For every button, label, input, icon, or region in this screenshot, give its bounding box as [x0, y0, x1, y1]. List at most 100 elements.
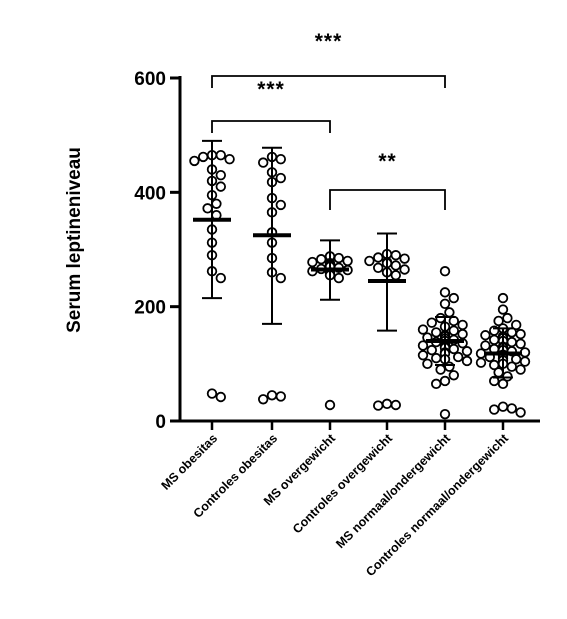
- data-point: [266, 390, 278, 401]
- data-point: [215, 149, 227, 161]
- data-point: [497, 292, 509, 304]
- data-point: [511, 319, 522, 331]
- data-point: [211, 198, 222, 209]
- significance-label: ***: [315, 30, 343, 53]
- data-point: [461, 355, 473, 367]
- data-point: [439, 287, 451, 298]
- data-point: [457, 328, 468, 340]
- data-point: [431, 378, 442, 390]
- data-point: [497, 401, 509, 412]
- data-point: [426, 317, 438, 328]
- data-point: [493, 315, 504, 327]
- group-5: [475, 292, 531, 418]
- data-point: [215, 391, 227, 403]
- data-point: [480, 340, 491, 351]
- significance-bracket: **: [329, 150, 446, 210]
- data-point: [439, 408, 451, 420]
- data-point: [373, 400, 384, 411]
- data-point: [342, 255, 353, 267]
- data-point: [489, 404, 500, 415]
- data-point: [390, 250, 402, 261]
- data-point: [324, 399, 336, 411]
- x-tick-label: Controles overgewicht: [290, 431, 396, 537]
- data-point: [444, 307, 455, 318]
- bracket-line: [329, 189, 446, 210]
- group-0: [189, 139, 235, 403]
- x-tick-label: MS obesitas: [159, 431, 221, 493]
- data-point: [422, 358, 433, 370]
- data-point: [390, 260, 402, 271]
- data-point: [493, 367, 504, 378]
- data-point: [258, 157, 269, 168]
- data-point: [275, 272, 287, 284]
- data-point: [435, 364, 446, 375]
- data-point: [333, 252, 345, 264]
- data-point: [448, 370, 460, 381]
- data-point: [373, 262, 384, 273]
- data-point: [333, 272, 345, 284]
- bracket-line: [211, 120, 331, 133]
- data-point: [364, 255, 375, 267]
- significance-label: ***: [257, 78, 285, 101]
- data-point: [480, 330, 491, 341]
- y-tick-label: 600: [134, 69, 166, 90]
- significance-bracket: ***: [211, 30, 446, 88]
- data-point: [439, 266, 451, 277]
- data-point: [206, 388, 218, 399]
- data-point: [502, 312, 513, 324]
- data-point: [390, 270, 402, 281]
- data-point: [453, 351, 464, 363]
- data-point: [426, 344, 438, 356]
- data-point: [506, 403, 518, 414]
- data-point: [373, 252, 384, 263]
- data-point: [519, 356, 531, 367]
- data-point: [215, 272, 227, 284]
- y-tick-label: 400: [134, 183, 166, 204]
- group-4: [417, 266, 473, 420]
- data-point: [275, 199, 287, 211]
- group-1: [253, 146, 291, 405]
- y-tick-label: 200: [134, 298, 166, 319]
- group-3: [364, 232, 410, 411]
- data-point: [258, 394, 269, 405]
- data-point: [316, 254, 327, 265]
- data-point: [197, 151, 209, 163]
- data-point: [448, 325, 460, 336]
- data-point: [275, 391, 287, 402]
- data-point: [448, 343, 460, 355]
- data-point: [506, 336, 518, 348]
- data-point: [444, 361, 455, 372]
- data-point: [497, 304, 509, 315]
- data-point: [489, 359, 500, 371]
- data-point: [497, 378, 509, 390]
- data-point: [448, 292, 460, 304]
- data-point: [399, 264, 410, 275]
- data-point: [506, 361, 518, 372]
- bracket-line: [211, 75, 446, 88]
- data-point: [457, 319, 468, 331]
- data-point: [390, 399, 402, 411]
- significance-bracket: ***: [211, 78, 331, 133]
- data-point: [307, 256, 318, 268]
- data-point: [431, 352, 442, 364]
- data-point: [515, 328, 526, 340]
- x-tick-label: MS normaal/ondergewicht: [333, 431, 454, 552]
- group-2: [307, 239, 353, 411]
- data-point: [399, 253, 410, 264]
- data-point: [475, 357, 487, 368]
- data-point: [417, 324, 429, 335]
- data-point: [515, 364, 526, 375]
- data-groups: [189, 139, 531, 420]
- data-point: [275, 172, 287, 184]
- data-point: [439, 298, 451, 310]
- y-tick-label: 0: [155, 412, 166, 433]
- data-point: [489, 334, 500, 346]
- data-point: [224, 153, 235, 165]
- data-point: [515, 338, 526, 350]
- data-point: [439, 375, 451, 387]
- data-point: [417, 340, 429, 351]
- data-point: [515, 407, 526, 418]
- y-axis-label: Serum leptineniveau: [64, 147, 85, 333]
- significance-brackets: ********: [211, 30, 446, 210]
